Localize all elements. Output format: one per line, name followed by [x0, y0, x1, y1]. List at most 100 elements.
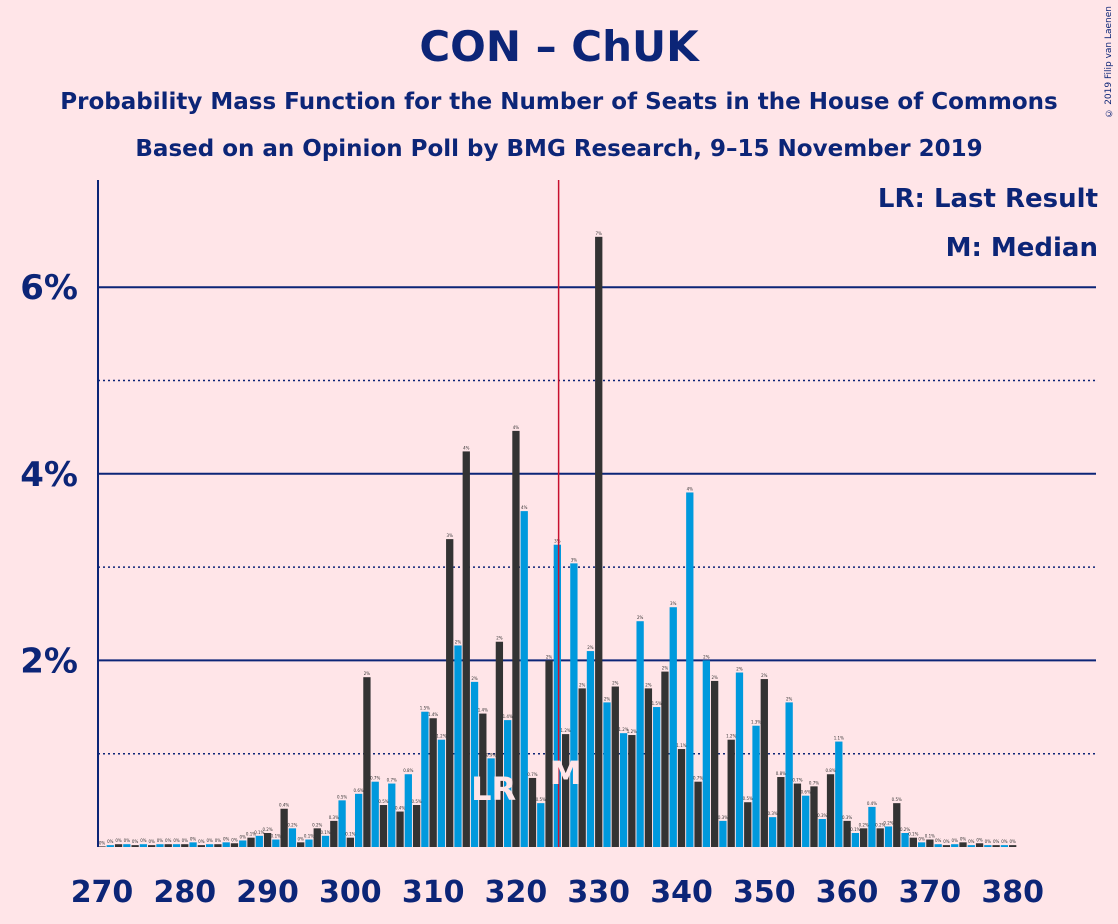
- y-tick-label: 6%: [20, 268, 78, 308]
- bar-299: [338, 800, 346, 847]
- bar-371: [934, 844, 942, 847]
- bar-label-321: 4%: [521, 505, 528, 510]
- bar-label-377: 0%: [985, 839, 992, 844]
- bar-label-345: 0.3%: [718, 815, 728, 820]
- bar-275: [139, 844, 148, 847]
- bar-label-302: 2%: [364, 671, 371, 676]
- bar-332: [611, 686, 619, 847]
- bar-label-291: 0.1%: [271, 834, 281, 839]
- bar-323: [537, 803, 545, 847]
- bar-label-272: 0%: [115, 838, 122, 843]
- bar-274: [131, 845, 139, 847]
- bar-label-347: 2%: [736, 667, 743, 672]
- bar-301: [354, 793, 363, 847]
- y-tick-label: 2%: [20, 641, 78, 681]
- bar-310: [429, 718, 437, 847]
- bar-label-327: 3%: [571, 557, 578, 562]
- bar-333: [619, 733, 628, 847]
- bar-label-293: 0.2%: [287, 822, 297, 827]
- bar-label-307: 0.8%: [403, 768, 413, 773]
- bar-label-305: 0.7%: [387, 778, 397, 783]
- x-tick-label: 370: [899, 875, 962, 910]
- bar-350: [760, 679, 768, 847]
- last-result-marker: LR: [471, 770, 516, 808]
- bar-label-380: 0%: [1009, 839, 1016, 844]
- bar-288: [247, 837, 255, 847]
- bar-label-280: 0%: [182, 838, 189, 843]
- bar-label-330: 7%: [596, 231, 603, 236]
- bar-366: [893, 803, 901, 847]
- bar-label-296: 0.2%: [312, 822, 322, 827]
- x-tick-label: 340: [650, 875, 713, 910]
- x-tick-label: 360: [816, 875, 879, 910]
- bar-314: [462, 451, 470, 847]
- bar-279: [172, 844, 181, 847]
- bar-355: [802, 795, 810, 847]
- bar-label-379: 0%: [1001, 839, 1008, 844]
- bar-label-290: 0.2%: [262, 827, 272, 832]
- bar-331: [603, 702, 611, 847]
- bar-349: [752, 725, 760, 847]
- bar-label-326: 1.2%: [561, 728, 571, 733]
- legend-median: M: Median: [945, 233, 1098, 263]
- bar-label-292: 0.4%: [279, 803, 289, 808]
- bar-label-310: 1.4%: [428, 712, 438, 717]
- bar-284: [214, 844, 222, 847]
- bar-336: [644, 688, 653, 847]
- bar-label-375: 0%: [968, 839, 975, 844]
- bar-label-285: 0%: [223, 836, 230, 841]
- bar-label-275: 0%: [140, 838, 147, 843]
- bar-label-289: 0.1%: [254, 830, 264, 835]
- bar-label-372: 0%: [943, 839, 950, 844]
- bar-312: [446, 539, 454, 847]
- bar-273: [123, 844, 131, 847]
- bar-322: [528, 777, 537, 847]
- bar-285: [222, 842, 230, 847]
- bar-291: [272, 839, 280, 847]
- bar-292: [280, 808, 288, 847]
- bar-label-358: 0.8%: [825, 768, 835, 773]
- bar-label-352: 0.8%: [776, 771, 786, 776]
- bar-365: [884, 826, 893, 847]
- bar-340: [677, 749, 686, 847]
- bar-label-281: 0%: [190, 836, 197, 841]
- bar-label-303: 0.7%: [370, 776, 380, 781]
- bar-338: [661, 671, 669, 847]
- bar-346: [727, 739, 735, 847]
- x-tick-label: 320: [485, 875, 548, 910]
- bar-label-273: 0%: [124, 838, 131, 843]
- bar-328: [578, 688, 586, 847]
- bar-label-323: 0.5%: [536, 797, 546, 802]
- bar-label-306: 0.4%: [395, 806, 405, 811]
- bar-363: [868, 806, 876, 847]
- bar-305: [388, 783, 396, 847]
- bar-label-355: 0.6%: [801, 790, 811, 795]
- bar-label-318: 2%: [496, 636, 503, 641]
- bar-label-319: 1.4%: [503, 714, 513, 719]
- bar-325: [553, 544, 561, 847]
- bar-label-350: 2%: [761, 673, 768, 678]
- bar-354: [793, 783, 802, 847]
- x-tick-label: 350: [733, 875, 796, 910]
- bar-label-322: 0.7%: [527, 772, 537, 777]
- bar-label-283: 0%: [206, 838, 213, 843]
- bar-320: [512, 430, 520, 847]
- bar-label-324: 2%: [546, 654, 553, 659]
- bar-283: [205, 844, 214, 847]
- bar-362: [860, 828, 868, 847]
- bar-labels: 0% 0% 0% 0% 0% 0% 0% 0% 0% 0% 0% 0%0% 0% 0% 0% 0%0%0.1%…: [99, 231, 1016, 846]
- median-marker: M: [550, 754, 582, 792]
- bar-label-282: 0%: [198, 839, 205, 844]
- bar-label-297: 0.1%: [320, 830, 330, 835]
- bar-286: [230, 843, 239, 847]
- bar-label-271: 0%: [107, 839, 114, 844]
- bar-label-360: 0.3%: [842, 815, 852, 820]
- bar-label-346: 1.2%: [726, 734, 736, 739]
- bar-324: [545, 660, 553, 847]
- bar-289: [255, 835, 263, 847]
- bar-277: [156, 844, 164, 847]
- bar-334: [628, 735, 636, 847]
- bar-290: [263, 833, 272, 847]
- bar-label-332: 2%: [612, 681, 619, 686]
- bar-372: [942, 845, 951, 847]
